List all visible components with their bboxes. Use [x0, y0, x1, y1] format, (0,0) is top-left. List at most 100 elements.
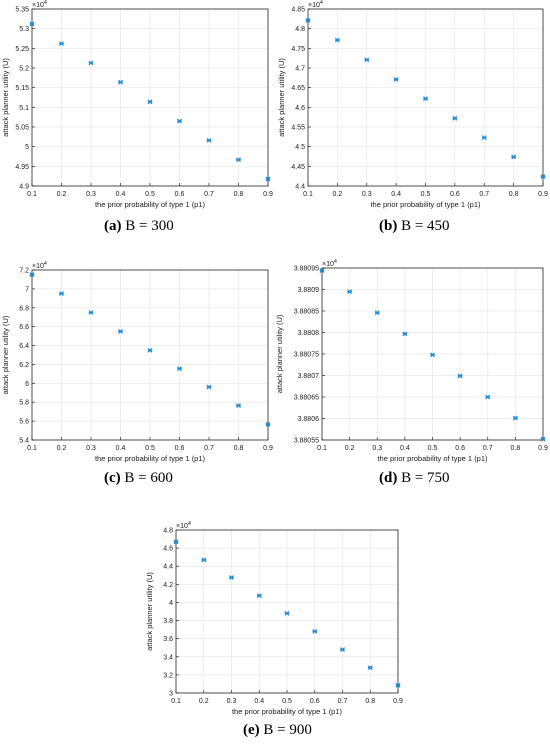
x-tick-label: 0.9 [263, 445, 273, 452]
x-tick-label: 0.7 [204, 445, 214, 452]
x-tick-label: 0.6 [175, 191, 185, 198]
y-tick-label: 3.6 [163, 636, 173, 643]
data-point [29, 272, 35, 278]
caption-b-text: B = 450 [397, 218, 450, 234]
x-tick-label: 0.8 [511, 445, 521, 452]
x-tick-label: 0.1 [27, 191, 37, 198]
data-point [236, 157, 241, 163]
y-tick-label: 6.8 [19, 305, 29, 312]
chart-panel-e: 0.1 0.2 0.3 0.4 0.5 0.6 0.7 0.8 0.9 3 3.2 3.4 3.6 3.8… [140, 510, 415, 720]
caption-d-label: (d) [379, 470, 398, 486]
x-tick-label: 0.9 [393, 698, 403, 705]
data-point [457, 373, 463, 379]
axes-frame [31, 269, 269, 441]
axes-frame [31, 8, 269, 187]
data-point [256, 593, 262, 599]
y-tick-label: 4.85 [291, 7, 305, 14]
y-tick-label: 5.1 [19, 105, 29, 112]
y-tick-label: 3.8809 [298, 287, 320, 294]
chart-panel-b: 0.1 0.2 0.3 0.4 0.5 0.6 0.7 0.8 0.9 4.4 4.45 4.5 4.5… [275, 0, 550, 215]
y-tick-label: 3.88085 [294, 309, 319, 316]
x-tick-label: 0.3 [86, 191, 96, 198]
x-tick-label: 0.1 [317, 445, 327, 452]
y-tick-label: 4.65 [291, 85, 305, 92]
data-point [177, 118, 182, 124]
data-point [173, 539, 179, 545]
x-tick-label: 0.5 [145, 445, 155, 452]
data-point [59, 291, 64, 297]
data-point [423, 96, 428, 102]
x-tick-label: 0.3 [372, 445, 382, 452]
y-tick-label: 5.2 [19, 66, 29, 73]
x-tick-label: 0.4 [391, 191, 401, 198]
x-tick-label: 0.8 [509, 191, 519, 198]
chart-c-svg: 0.1 0.2 0.3 0.4 0.5 0.6 0.7 0.8 0.9 5.4 5.6 5.8 6 6.2… [1, 261, 273, 463]
y-tick-label: 4 [169, 600, 173, 607]
x-tick-label: 0.5 [428, 445, 438, 452]
y-tick-label: 3.4 [163, 654, 173, 661]
y-axis-label: attack planner utility (U) [277, 58, 286, 137]
y-tick-label: 4.95 [15, 164, 29, 171]
x-axis-label: the prior probability of type 1 (p1) [95, 200, 206, 209]
chart-panel-c: 0.1 0.2 0.3 0.4 0.5 0.6 0.7 0.8 0.9 5.4 5.6 5.8 6 6.2… [0, 258, 275, 468]
x-tick-label: 0.2 [57, 445, 67, 452]
data-point [540, 436, 546, 442]
data-point [511, 154, 517, 160]
data-point [229, 575, 234, 580]
data-point [430, 352, 435, 358]
y-axis-label: attack planner utility (U) [145, 572, 154, 651]
y-exponent-label: ×104 [32, 261, 47, 270]
x-tick-label: 0.4 [116, 191, 126, 198]
y-axis-label: attack planner utility (U) [1, 58, 10, 137]
x-tick-label: 0.6 [455, 445, 465, 452]
chart-panel-a: 0.1 0.2 0.3 0.4 0.5 0.6 0.7 0.8 0.9 4.9 4.95 5 5.05 5… [0, 0, 275, 215]
x-tick-label: 0.4 [254, 698, 264, 705]
data-point [206, 384, 212, 390]
caption-a-text: B = 300 [121, 218, 174, 234]
x-tick-label: 0.8 [234, 445, 244, 452]
x-tick-label: 0.6 [450, 191, 460, 198]
y-tick-label: 3.8808 [298, 330, 320, 337]
caption-e-label: (e) [243, 722, 260, 738]
data-point [147, 99, 153, 105]
y-tick-label: 4.8 [295, 26, 305, 33]
y-tick-label: 4.7 [295, 66, 305, 73]
x-tick-label: 0.7 [483, 445, 493, 452]
y-exponent-label: ×104 [176, 521, 191, 530]
y-tick-label: 5.4 [19, 438, 29, 445]
y-tick-label: 4.6 [295, 105, 305, 112]
data-point [29, 21, 35, 27]
y-tick-label: 4.2 [163, 582, 173, 589]
x-tick-label: 0.2 [57, 191, 67, 198]
y-axis-label: attack planner utility (U) [275, 314, 284, 393]
axes-frame [321, 267, 544, 441]
x-tick-label: 0.1 [303, 191, 313, 198]
axes-frame [307, 8, 544, 187]
x-tick-label: 0.3 [227, 698, 237, 705]
data-point [393, 76, 399, 82]
data-point [265, 176, 271, 182]
chart-e-svg: 0.1 0.2 0.3 0.4 0.5 0.6 0.7 0.8 0.9 3 3.2 3.4 3.6 3.8… [145, 521, 403, 716]
x-tick-label: 0.5 [421, 191, 431, 198]
chart-panel-d: 0.1 0.2 0.3 0.4 0.5 0.6 0.7 0.8 0.9 3.88055 3.8806… [275, 258, 550, 468]
data-point [367, 665, 373, 671]
x-tick-label: 0.2 [333, 191, 343, 198]
y-tick-label: 5.05 [15, 125, 29, 132]
y-exponent-value: 4 [188, 521, 191, 527]
y-tick-label: 5 [25, 144, 29, 151]
y-tick-label: 5.25 [15, 46, 29, 53]
y-tick-label: 4.5 [295, 144, 305, 151]
y-tick-label: 3.8807 [298, 373, 320, 380]
x-axis-label: the prior probability of type 1 (p1) [95, 454, 206, 463]
y-exponent-label: ×104 [308, 0, 323, 9]
data-point [147, 347, 153, 353]
y-tick-label: 7.2 [19, 268, 29, 275]
x-axis-label: the prior probability of type 1 (p1) [370, 200, 481, 209]
y-tick-label: 3.2 [163, 672, 173, 679]
data-point [206, 137, 212, 143]
x-tick-label: 0.5 [282, 698, 292, 705]
y-axis-label: attack planner utility (U) [1, 315, 10, 394]
data-point [319, 268, 325, 274]
y-tick-label: 5.6 [19, 419, 29, 426]
y-exponent-value: 4 [44, 0, 47, 6]
